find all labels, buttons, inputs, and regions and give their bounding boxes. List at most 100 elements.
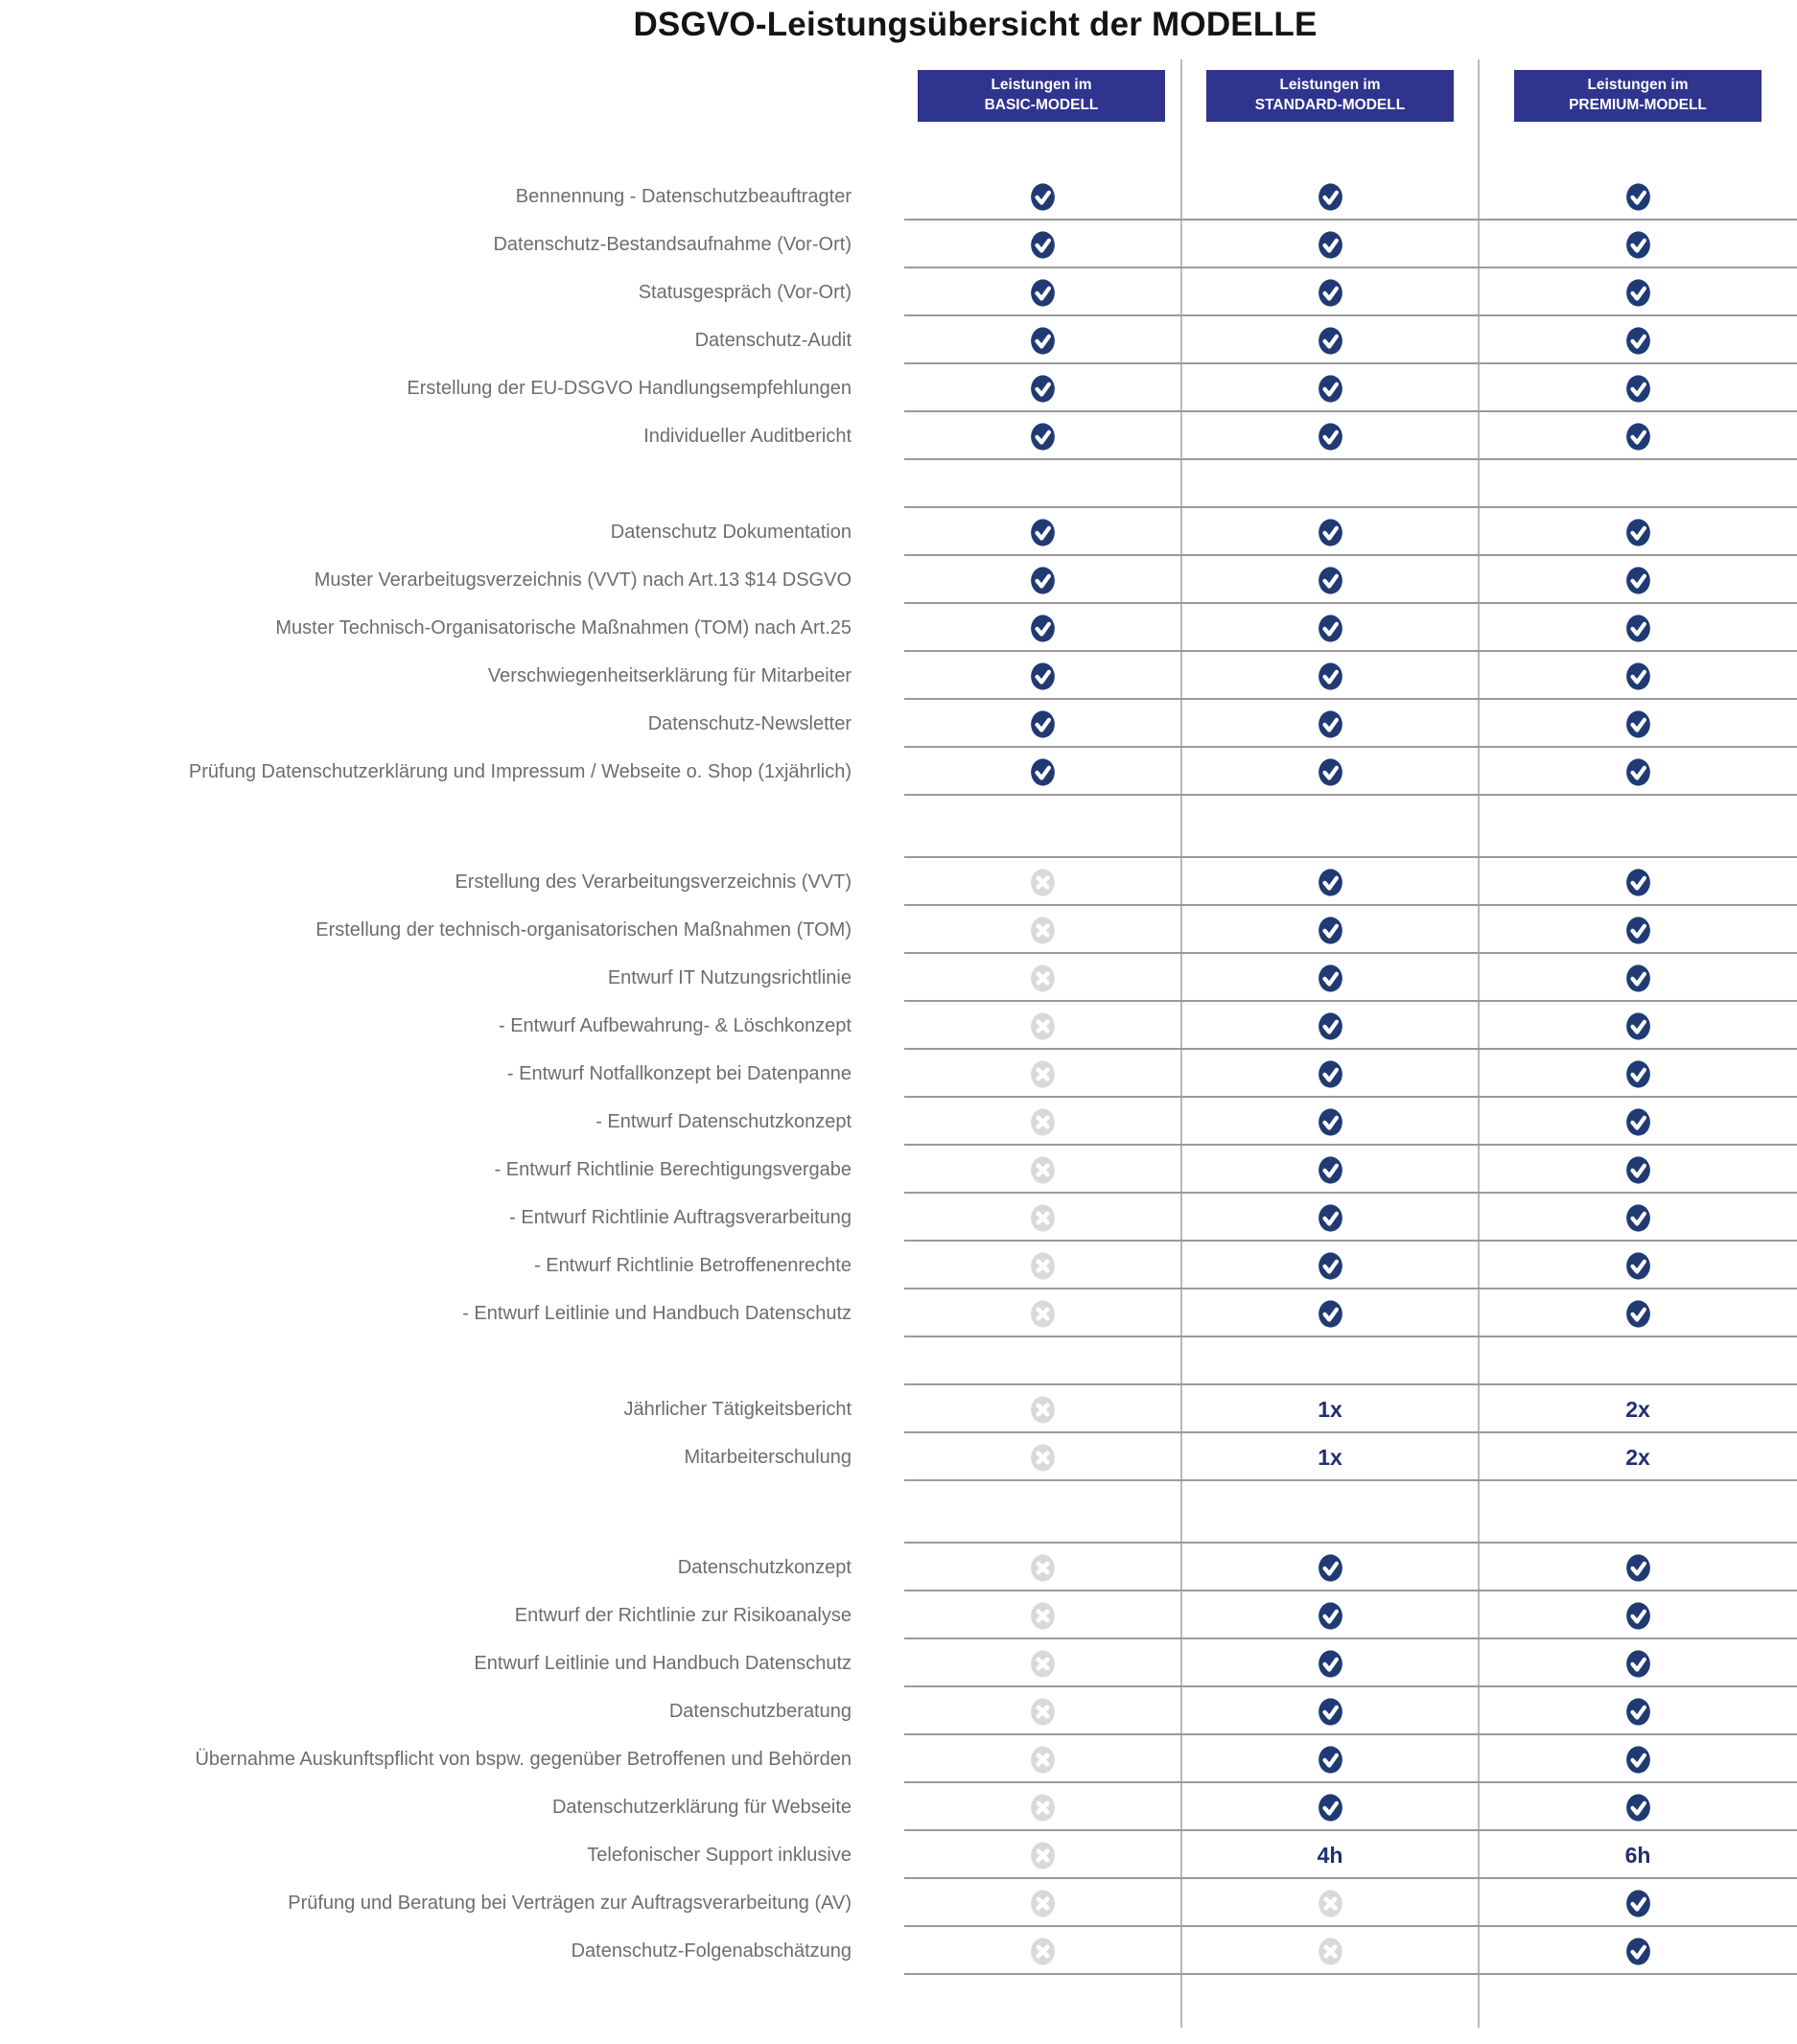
cell-premium — [1479, 604, 1797, 652]
column-header-line1: Leistungen im — [991, 77, 1092, 94]
row-label: Telefonischer Support inklusive — [587, 1844, 852, 1866]
table-row: Telefonischer Support inklusive 4h 6h — [0, 1831, 1797, 1879]
row-divider — [904, 410, 1797, 412]
cross-icon — [1031, 1059, 1055, 1088]
table-row: Statusgespräch (Vor-Ort) — [0, 268, 1797, 316]
cell-basic — [904, 1927, 1181, 1975]
check-icon — [1031, 614, 1055, 642]
cell-standard — [1181, 1927, 1479, 1975]
row-label: - Entwurf Aufbewahrung- & Löschkonzept — [499, 1014, 852, 1036]
check-icon — [1031, 566, 1055, 594]
table-row: Bennennung - Datenschutzbeauftragter — [0, 173, 1797, 221]
check-icon — [1625, 374, 1650, 403]
cell-standard — [1181, 1050, 1479, 1098]
row-label: Datenschutz Dokumentation — [610, 521, 852, 543]
check-icon — [1625, 1059, 1650, 1088]
cell-basic — [904, 1639, 1181, 1687]
cell-standard — [1181, 1194, 1479, 1242]
cross-icon — [1318, 1889, 1342, 1917]
table-row: Entwurf IT Nutzungsrichtlinie — [0, 954, 1797, 1002]
row-label: Datenschutz-Folgenabschätzung — [571, 1939, 852, 1962]
cell-premium — [1479, 748, 1797, 796]
table-row: Datenschutzkonzept — [0, 1544, 1797, 1591]
table-row: Datenschutz-Folgenabschätzung — [0, 1927, 1797, 1975]
cell-standard — [1181, 1242, 1479, 1289]
cell-premium — [1479, 1050, 1797, 1098]
cell-standard — [1181, 173, 1479, 221]
cell-standard — [1181, 1639, 1479, 1687]
row-divider — [904, 1192, 1797, 1194]
cell-standard — [1181, 858, 1479, 906]
check-icon — [1318, 518, 1342, 546]
row-label: Muster Verarbeitugsverzeichnis (VVT) nac… — [314, 569, 852, 591]
cross-icon — [1031, 1107, 1055, 1136]
row-divider — [904, 904, 1797, 906]
cell-premium: 2x — [1479, 1433, 1797, 1481]
column-header-standard: Leistungen im STANDARD-MODELL — [1206, 70, 1454, 122]
row-label: Muster Technisch-Organisatorische Maßnah… — [275, 616, 852, 639]
table-row: Datenschutz-Bestandsaufnahme (Vor-Ort) — [0, 221, 1797, 268]
row-label: Entwurf Leitlinie und Handbuch Datenschu… — [474, 1652, 852, 1674]
cell-value: 4h — [1317, 1842, 1343, 1868]
cell-premium — [1479, 1544, 1797, 1591]
cell-standard — [1181, 364, 1479, 412]
check-icon — [1318, 1299, 1342, 1328]
row-label: Entwurf IT Nutzungsrichtlinie — [607, 966, 852, 988]
column-header-line1: Leistungen im — [1279, 77, 1381, 94]
cell-premium — [1479, 556, 1797, 604]
column-header-line2: STANDARD-MODELL — [1254, 97, 1406, 113]
table-row: Muster Technisch-Organisatorische Maßnah… — [0, 604, 1797, 652]
cell-basic — [904, 1433, 1181, 1481]
row-label: Statusgespräch (Vor-Ort) — [638, 281, 852, 303]
cell-basic — [904, 748, 1181, 796]
row-label: Entwurf der Richtlinie zur Risikoanalyse — [514, 1604, 852, 1626]
cell-premium — [1479, 700, 1797, 748]
cell-premium: 2x — [1479, 1385, 1797, 1433]
cell-basic — [904, 173, 1181, 221]
check-icon — [1625, 1697, 1650, 1726]
cell-standard — [1181, 652, 1479, 700]
cell-basic — [904, 221, 1181, 268]
row-divider — [904, 1925, 1797, 1927]
check-icon — [1625, 614, 1650, 642]
row-divider — [904, 362, 1797, 364]
check-icon — [1318, 757, 1342, 786]
check-icon — [1318, 374, 1342, 403]
table-row: - Entwurf Richtlinie Auftragsverarbeitun… — [0, 1194, 1797, 1242]
row-divider — [904, 1877, 1797, 1879]
cell-value: 6h — [1624, 1842, 1651, 1868]
cell-standard: 1x — [1181, 1385, 1479, 1433]
cell-premium — [1479, 1735, 1797, 1783]
cell-basic — [904, 508, 1181, 556]
check-icon — [1625, 1601, 1650, 1630]
check-icon — [1318, 1203, 1342, 1232]
check-icon — [1318, 1155, 1342, 1184]
cell-basic — [904, 652, 1181, 700]
row-label: Datenschutzberatung — [668, 1700, 852, 1722]
check-icon — [1625, 757, 1650, 786]
check-icon — [1318, 1251, 1342, 1280]
check-icon — [1625, 518, 1650, 546]
cell-basic — [904, 1242, 1181, 1289]
cross-icon — [1031, 1395, 1055, 1424]
check-icon — [1031, 709, 1055, 738]
cell-value: 1x — [1318, 1396, 1342, 1422]
row-divider — [904, 1479, 1797, 1481]
row-label: Mitarbeiterschulung — [684, 1446, 852, 1468]
row-divider — [904, 698, 1797, 700]
cross-icon — [1031, 1299, 1055, 1328]
cell-standard — [1181, 1783, 1479, 1831]
cross-icon — [1031, 1553, 1055, 1582]
row-divider — [904, 1542, 1797, 1544]
cell-premium — [1479, 1927, 1797, 1975]
check-icon — [1318, 1553, 1342, 1582]
check-icon — [1625, 230, 1650, 259]
spacer-row — [0, 1975, 1797, 2028]
cell-basic — [904, 1687, 1181, 1735]
row-label: - Entwurf Leitlinie und Handbuch Datensc… — [462, 1302, 852, 1324]
check-icon — [1031, 518, 1055, 546]
cell-premium — [1479, 906, 1797, 954]
check-icon — [1031, 757, 1055, 786]
table-row: Prüfung Datenschutzerklärung und Impress… — [0, 748, 1797, 796]
cell-standard — [1181, 1002, 1479, 1050]
